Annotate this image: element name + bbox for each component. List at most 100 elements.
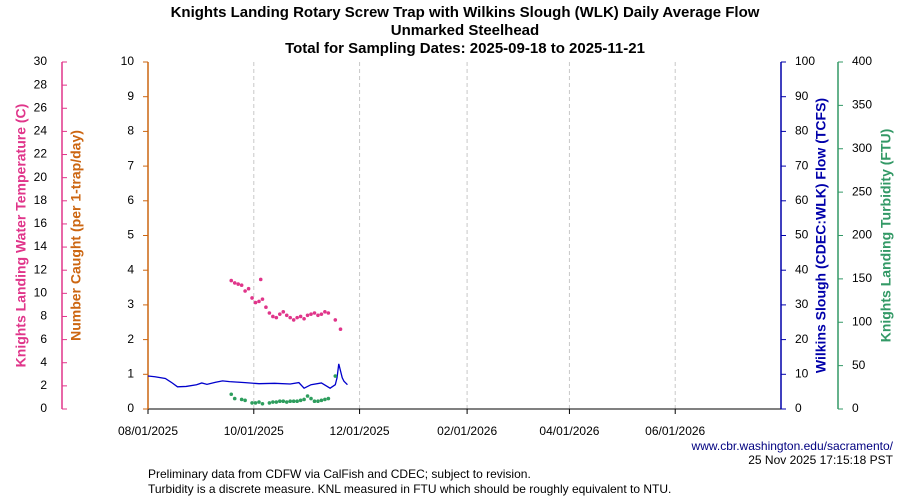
data-point [302,316,306,321]
data-point [257,299,261,304]
data-point [243,398,247,403]
y-tick-label: 150 [852,271,872,285]
data-point [271,314,275,319]
data-point [288,315,293,320]
axis-title: Knights Landing Turbidity (FTU) [878,129,894,343]
data-point [232,281,237,285]
data-point [284,313,289,318]
y-tick-label: 7 [127,158,134,172]
y-tick-label: 70 [795,158,809,172]
axis-title: Knights Landing Water Temperature (C) [13,104,29,368]
y-tick-label: 5 [127,228,134,242]
data-point [295,315,299,320]
y-tick-label: 30 [34,54,48,68]
y-tick-label: 0 [852,401,859,415]
data-point [274,400,279,404]
data-point [305,394,310,398]
y-tick-label: 60 [795,193,809,207]
data-point [295,399,299,403]
y-tick-label: 24 [34,124,48,138]
source-url: www.cbr.washington.edu/sacramento/ [691,439,894,453]
x-tick-label: 12/01/2025 [330,424,390,438]
data-point [260,401,265,406]
y-tick-label: 8 [127,124,134,138]
data-point [257,400,261,404]
y-tick-label: 22 [34,147,48,161]
data-point [229,278,234,283]
chart-title: Knights Landing Rotary Screw Trap with W… [171,4,760,21]
y-tick-label: 4 [127,262,134,276]
data-point [316,313,320,318]
data-point [243,289,247,293]
y-tick-label: 50 [852,358,866,372]
data-point [267,401,272,405]
data-point [298,398,303,403]
x-tick-label: 04/01/2026 [539,424,599,438]
y-tick-label: 350 [852,98,872,112]
y-tick-label: 90 [795,89,809,103]
axis-title: Number Caught (per 1-trap/day) [68,130,84,341]
y-tick-label: 6 [40,332,47,346]
y-tick-label: 0 [127,401,134,415]
x-tick-label: 10/01/2025 [224,424,284,438]
data-point [229,392,234,397]
y-tick-label: 20 [795,332,809,346]
data-point [323,397,327,402]
y-tick-label: 400 [852,54,872,68]
y-tick-label: 200 [852,228,872,242]
y-tick-label: 2 [40,378,47,392]
data-point [267,311,272,315]
data-point [305,313,310,318]
data-point [309,396,313,401]
data-point [253,300,258,305]
data-point [316,399,320,403]
y-tick-label: 8 [40,309,47,323]
chart-subtitle: Total for Sampling Dates: 2025-09-18 to … [285,40,645,57]
data-point [298,314,303,319]
data-point [309,312,313,316]
data-point [260,297,265,301]
timestamp: 25 Nov 2025 17:15:18 PST [748,453,893,467]
y-tick-label: 1 [127,366,134,380]
data-point [338,327,343,331]
data-point [319,398,324,403]
axis-title: Wilkins Slough (CDEC:WLK) Flow (TCFS) [813,98,829,373]
y-tick-label: 80 [795,124,809,138]
y-tick-label: 2 [127,332,134,346]
data-point [271,400,275,404]
y-tick-label: 10 [121,54,135,68]
y-tick-label: 4 [40,355,47,369]
x-tick-label: 02/01/2026 [437,424,497,438]
data-point [258,277,263,282]
data-point [232,396,237,401]
data-point [302,397,306,402]
chart-subtitle: Unmarked Steelhead [391,22,539,39]
y-tick-label: 28 [34,77,48,91]
y-tick-label: 0 [40,401,47,415]
data-point [326,311,331,315]
data-point [291,318,296,322]
data-point [278,399,282,403]
y-tick-label: 9 [127,89,134,103]
y-tick-label: 6 [127,193,134,207]
y-tick-label: 100 [852,314,872,328]
data-point [250,401,254,405]
data-point [264,305,268,310]
y-tick-label: 100 [795,54,815,68]
data-point [312,399,317,403]
y-tick-label: 0 [795,401,802,415]
data-point [326,396,331,401]
data-point [284,400,289,404]
data-point [281,399,286,403]
y-tick-label: 20 [34,170,48,184]
y-tick-label: 26 [34,100,48,114]
y-tick-label: 3 [127,297,134,311]
x-tick-label: 06/01/2026 [645,424,705,438]
data-point [312,311,317,315]
y-tick-label: 30 [795,297,809,311]
data-point [239,283,244,288]
data-point [250,296,254,300]
y-tick-label: 50 [795,228,809,242]
data-point [281,310,286,314]
data-point [333,374,338,378]
